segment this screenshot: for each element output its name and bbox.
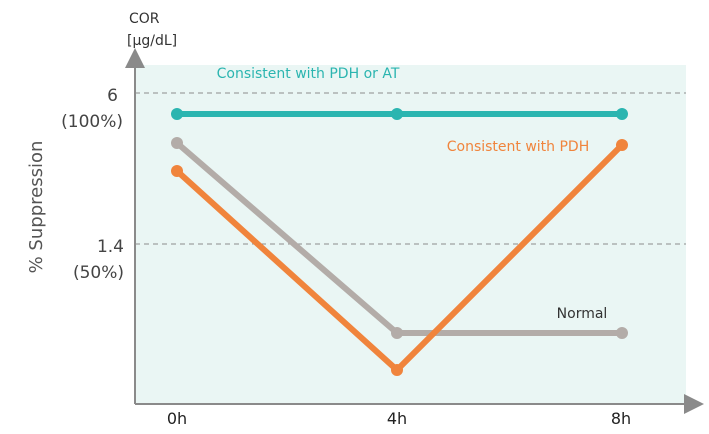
data-point-normal-4h	[391, 327, 403, 339]
data-point-consistent-with-pdh-0h	[171, 165, 183, 177]
reference-pct-100: (100%)	[61, 112, 123, 132]
data-point-consistent-with-pdh-or-at-8h	[616, 108, 628, 120]
reference-pct-50: (50%)	[73, 263, 124, 283]
x-tick-0h: 0h	[167, 409, 187, 428]
series-label-pdh: Consistent with PDH	[447, 139, 590, 155]
y-axis-title: % Suppression	[26, 141, 47, 274]
data-point-consistent-with-pdh-or-at-0h	[171, 108, 183, 120]
data-point-normal-0h	[171, 137, 183, 149]
reference-value-1-4: 1.4	[97, 237, 124, 257]
data-point-consistent-with-pdh-4h	[391, 364, 403, 376]
data-point-consistent-with-pdh-8h	[616, 139, 628, 151]
data-point-normal-8h	[616, 327, 628, 339]
series-label-normal: Normal	[557, 306, 608, 322]
x-tick-8h: 8h	[611, 409, 631, 428]
y-unit-label-line2: [µg/dL]	[127, 33, 177, 49]
y-unit-label-line1: COR	[129, 11, 160, 27]
plot-area	[135, 65, 686, 404]
reference-value-6: 6	[107, 86, 118, 106]
series-label-pdh-or-at: Consistent with PDH or AT	[217, 66, 400, 82]
series-layer	[171, 108, 628, 376]
data-point-consistent-with-pdh-or-at-4h	[391, 108, 403, 120]
x-tick-4h: 4h	[387, 409, 407, 428]
